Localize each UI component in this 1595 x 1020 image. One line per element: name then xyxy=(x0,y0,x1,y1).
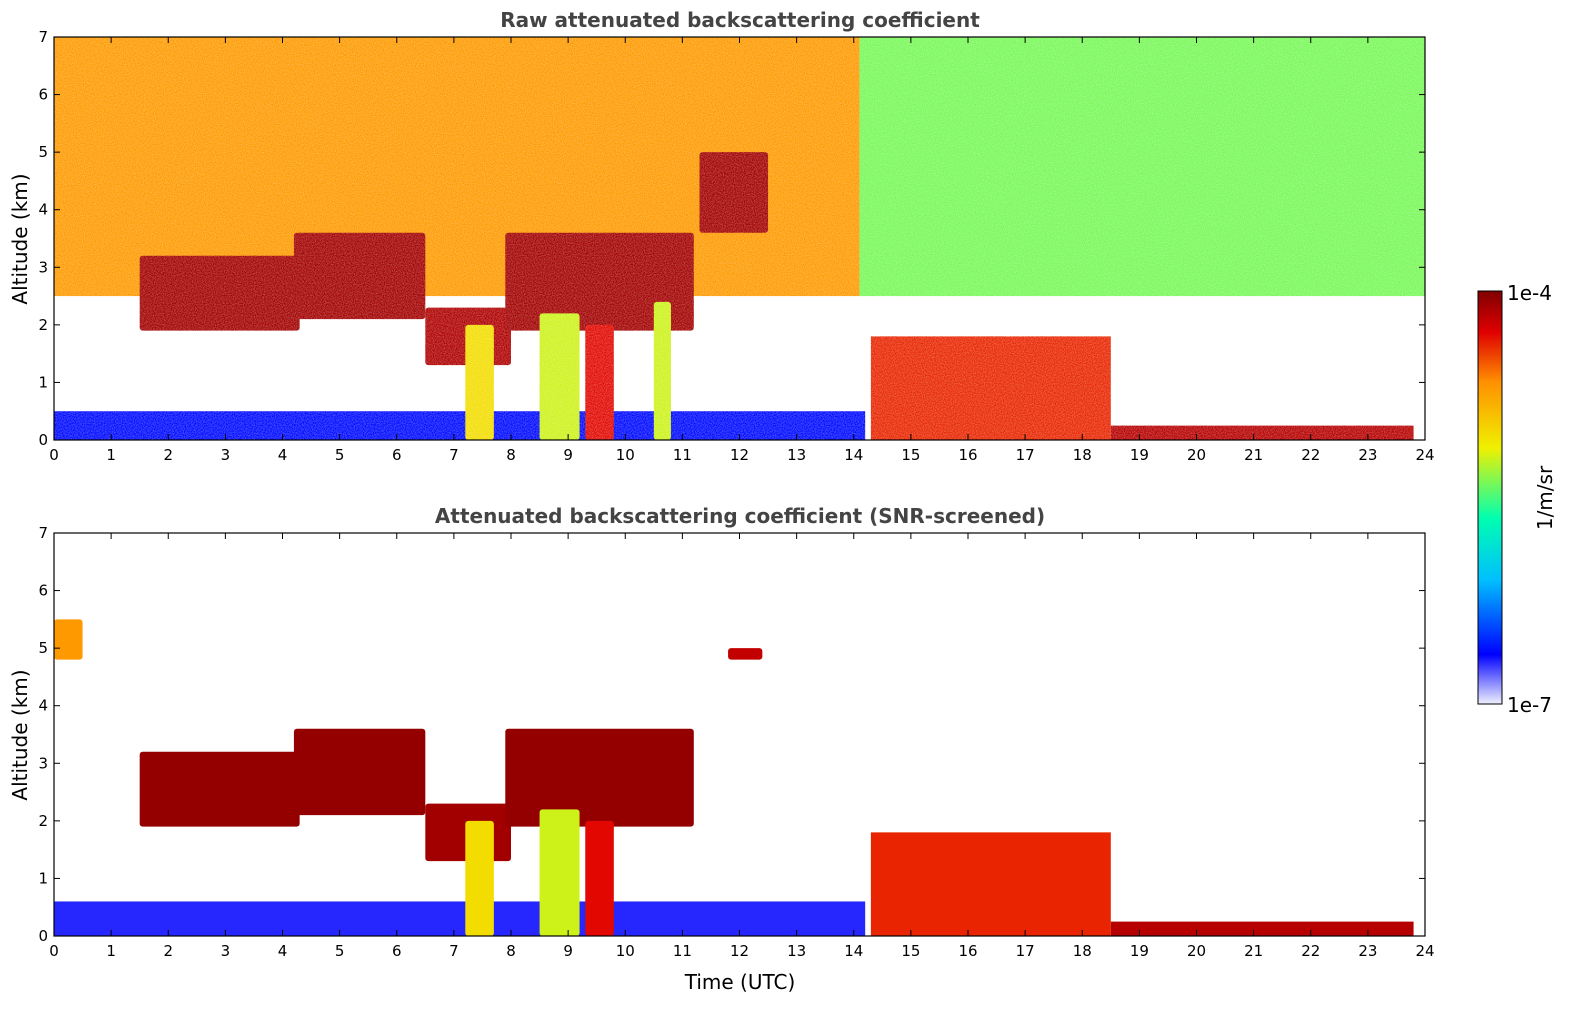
y-tick-label: 0 xyxy=(38,431,48,449)
y-tick-label: 5 xyxy=(38,639,48,657)
y-axis-label: Altitude (km) xyxy=(8,669,32,800)
raw-backscatter-panel: Raw attenuated backscattering coefficien… xyxy=(8,8,1435,464)
y-axis-ticks: 0 1 2 3 4 5 6 7 xyxy=(38,28,1425,449)
x-tick-label: 1 xyxy=(106,446,116,464)
x-tick-label: 9 xyxy=(563,446,573,464)
y-tick-label: 6 xyxy=(38,86,48,104)
x-tick-label: 3 xyxy=(221,942,231,960)
x-tick-label: 12 xyxy=(730,942,749,960)
x-tick-label: 24 xyxy=(1415,446,1434,464)
x-tick-label: 8 xyxy=(506,942,516,960)
y-tick-label: 4 xyxy=(38,201,48,219)
x-tick-label: 11 xyxy=(673,942,692,960)
panel-title: Attenuated backscattering coefficient (S… xyxy=(435,504,1045,528)
x-tick-label: 18 xyxy=(1073,446,1092,464)
colorbar-min-label: 1e-7 xyxy=(1507,693,1552,717)
x-axis-ticks: 0 1 2 3 4 5 6 7 8 9 10 11 12 13 14 15 16 17 18 19 20 21 22 23 24 xyxy=(49,533,1435,960)
x-tick-label: 10 xyxy=(616,942,635,960)
fall-streak xyxy=(539,809,580,936)
x-tick-label: 14 xyxy=(844,446,863,464)
x-tick-label: 6 xyxy=(392,942,402,960)
x-tick-label: 12 xyxy=(730,446,749,464)
colorbar-unit-label: 1/m/sr xyxy=(1533,465,1557,530)
x-tick-label: 20 xyxy=(1187,446,1206,464)
x-tick-label: 17 xyxy=(1016,446,1035,464)
x-tick-label: 7 xyxy=(449,942,459,960)
heatmap-layer xyxy=(1110,921,1414,936)
cloud-layer xyxy=(505,728,694,827)
y-tick-label: 3 xyxy=(38,754,48,772)
x-tick-label: 14 xyxy=(844,942,863,960)
y-tick-label: 7 xyxy=(38,28,48,46)
heatmap-layer xyxy=(54,901,866,936)
noise-texture xyxy=(54,37,1425,440)
x-tick-label: 6 xyxy=(392,446,402,464)
x-tick-label: 13 xyxy=(787,446,806,464)
y-tick-label: 6 xyxy=(38,582,48,600)
x-tick-label: 0 xyxy=(49,942,59,960)
x-tick-label: 2 xyxy=(163,446,173,464)
x-tick-label: 2 xyxy=(163,942,173,960)
x-tick-label: 22 xyxy=(1301,446,1320,464)
x-tick-label: 20 xyxy=(1187,942,1206,960)
y-tick-label: 3 xyxy=(38,258,48,276)
x-tick-label: 4 xyxy=(278,446,288,464)
x-tick-label: 18 xyxy=(1073,942,1092,960)
y-tick-label: 7 xyxy=(38,524,48,542)
colorbar-max-label: 1e-4 xyxy=(1507,281,1552,305)
x-tick-label: 23 xyxy=(1358,942,1377,960)
y-tick-label: 2 xyxy=(38,316,48,334)
y-axis-ticks: 0 1 2 3 4 5 6 7 xyxy=(38,524,1425,945)
x-tick-label: 5 xyxy=(335,446,345,464)
x-tick-label: 5 xyxy=(335,942,345,960)
x-tick-label: 8 xyxy=(506,446,516,464)
x-tick-label: 7 xyxy=(449,446,459,464)
plot-frame xyxy=(53,532,1426,937)
y-tick-label: 5 xyxy=(38,143,48,161)
screened-backscatter-panel: Attenuated backscattering coefficient (S… xyxy=(8,504,1435,994)
y-tick-label: 4 xyxy=(38,697,48,715)
x-tick-label: 19 xyxy=(1130,446,1149,464)
x-tick-label: 11 xyxy=(673,446,692,464)
heatmap-layer xyxy=(870,832,1111,936)
cloud-layer xyxy=(54,619,83,660)
cloud-layer xyxy=(293,728,426,816)
x-axis-label: Time (UTC) xyxy=(684,970,796,994)
x-axis-ticks: 0 1 2 3 4 5 6 7 8 9 10 11 12 13 14 15 16 17 18 19 20 21 22 23 24 xyxy=(49,37,1435,464)
x-tick-label: 1 xyxy=(106,942,116,960)
x-tick-label: 4 xyxy=(278,942,288,960)
y-tick-label: 1 xyxy=(38,869,48,887)
x-tick-label: 24 xyxy=(1415,942,1434,960)
colorbar-gradient xyxy=(1477,290,1503,705)
x-tick-label: 10 xyxy=(616,446,635,464)
x-tick-label: 9 xyxy=(563,942,573,960)
colorbar: 1e-4 1e-7 1/m/sr xyxy=(1477,281,1557,717)
fall-streak xyxy=(465,820,494,936)
x-tick-label: 0 xyxy=(49,446,59,464)
y-tick-label: 2 xyxy=(38,812,48,830)
x-tick-label: 21 xyxy=(1244,446,1263,464)
x-tick-label: 16 xyxy=(958,446,977,464)
x-tick-label: 16 xyxy=(958,942,977,960)
x-tick-label: 15 xyxy=(901,942,920,960)
cloud-layer xyxy=(139,751,300,827)
x-tick-label: 19 xyxy=(1130,942,1149,960)
y-tick-label: 0 xyxy=(38,927,48,945)
y-axis-label: Altitude (km) xyxy=(8,173,32,304)
fall-streak xyxy=(585,820,614,936)
panel-title: Raw attenuated backscattering coefficien… xyxy=(500,8,980,32)
x-tick-label: 23 xyxy=(1358,446,1377,464)
x-tick-label: 13 xyxy=(787,942,806,960)
cloud-patch xyxy=(728,648,763,660)
x-tick-label: 3 xyxy=(221,446,231,464)
heatmap-layers xyxy=(54,619,1414,936)
x-tick-label: 21 xyxy=(1244,942,1263,960)
x-tick-label: 22 xyxy=(1301,942,1320,960)
y-tick-label: 1 xyxy=(38,373,48,391)
x-tick-label: 17 xyxy=(1016,942,1035,960)
x-tick-label: 15 xyxy=(901,446,920,464)
